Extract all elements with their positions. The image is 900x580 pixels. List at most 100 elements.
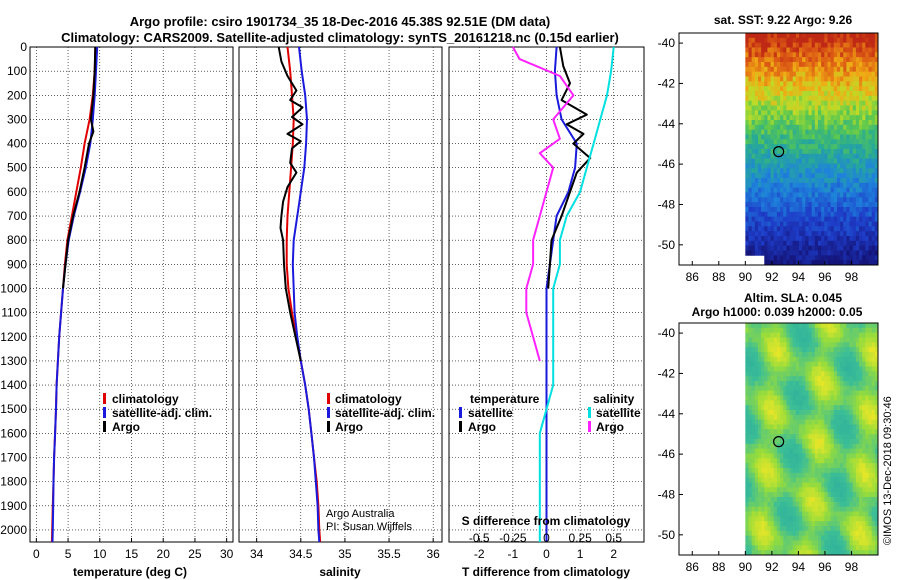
map-cell bbox=[840, 91, 844, 97]
map-cell bbox=[799, 192, 803, 198]
map-cell bbox=[855, 37, 860, 44]
map-cell bbox=[865, 91, 869, 97]
map-cell bbox=[770, 100, 775, 106]
map-cell bbox=[827, 419, 832, 425]
map-cell bbox=[874, 352, 879, 358]
map-cell bbox=[833, 42, 838, 48]
map-cell bbox=[814, 327, 819, 334]
map-cell bbox=[865, 62, 869, 68]
map-cell bbox=[799, 511, 803, 517]
map-cell bbox=[773, 342, 778, 348]
map-cell bbox=[799, 226, 803, 232]
map-cell bbox=[786, 361, 790, 367]
map-cell bbox=[874, 144, 879, 150]
map-cell bbox=[814, 144, 819, 150]
map-cell bbox=[865, 361, 869, 367]
map-cell bbox=[843, 501, 847, 508]
map-cell bbox=[770, 521, 775, 527]
map-cell bbox=[748, 71, 753, 77]
map-cell bbox=[757, 120, 762, 126]
map-cell bbox=[770, 207, 775, 213]
map-cell bbox=[836, 356, 841, 363]
map-cell bbox=[808, 468, 813, 474]
map-cell bbox=[761, 110, 765, 116]
map-cell bbox=[770, 458, 775, 464]
map-cell bbox=[865, 153, 869, 160]
map-cell bbox=[776, 356, 781, 363]
map-cell bbox=[859, 347, 863, 353]
map-cell bbox=[748, 149, 753, 155]
map-cell bbox=[833, 202, 838, 208]
map-cell bbox=[770, 255, 775, 261]
map-cell bbox=[855, 337, 860, 343]
map-cell bbox=[859, 158, 863, 164]
map-cell bbox=[770, 506, 775, 512]
map-cell bbox=[836, 453, 841, 459]
map-cell bbox=[874, 540, 879, 546]
map-cell bbox=[874, 182, 879, 189]
map-cell bbox=[802, 371, 806, 377]
map-cell bbox=[751, 47, 756, 53]
map-cell bbox=[805, 236, 809, 242]
map-cell bbox=[874, 95, 879, 102]
map-cell bbox=[799, 337, 803, 343]
map-cell bbox=[814, 366, 819, 372]
map-cell bbox=[764, 327, 768, 334]
map-cell bbox=[799, 395, 803, 401]
map-cell bbox=[770, 434, 775, 440]
map-cell bbox=[754, 395, 759, 401]
map-cell bbox=[764, 221, 768, 227]
map-cell bbox=[824, 477, 828, 483]
map-cell bbox=[805, 95, 809, 102]
map-cell bbox=[799, 376, 803, 382]
map-cell bbox=[811, 342, 816, 348]
map-cell bbox=[836, 516, 841, 522]
map-cell bbox=[855, 501, 860, 508]
map-cell bbox=[830, 240, 835, 247]
map-cell bbox=[849, 192, 854, 198]
map-cell bbox=[849, 33, 854, 39]
map-cell bbox=[840, 487, 844, 493]
map-cell bbox=[776, 337, 781, 343]
map-cell bbox=[795, 95, 800, 102]
map-cell bbox=[789, 443, 794, 450]
map-cell bbox=[745, 187, 749, 193]
map-cell bbox=[827, 371, 832, 377]
map-cell bbox=[821, 482, 825, 488]
map-cell bbox=[786, 501, 790, 508]
map-cell bbox=[795, 110, 800, 116]
map-cell bbox=[745, 192, 749, 198]
map-cell bbox=[751, 327, 756, 334]
map-cell bbox=[843, 434, 847, 440]
map-cell bbox=[786, 110, 790, 116]
map-cell bbox=[780, 245, 784, 251]
map-cell bbox=[859, 129, 863, 135]
map-cell bbox=[761, 76, 765, 82]
map-cell bbox=[849, 332, 854, 338]
map-cell bbox=[745, 139, 749, 145]
map-cell bbox=[859, 144, 863, 150]
map-cell bbox=[795, 163, 800, 169]
series-line-argo bbox=[277, 46, 304, 362]
map-cell bbox=[846, 439, 850, 445]
map-cell bbox=[836, 468, 841, 474]
map-cell bbox=[830, 86, 835, 92]
map-cell bbox=[855, 414, 860, 421]
map-cell bbox=[748, 463, 753, 469]
map-cell bbox=[754, 439, 759, 445]
map-cell bbox=[859, 371, 863, 377]
map-cell bbox=[830, 371, 835, 377]
map-cell bbox=[855, 120, 860, 126]
map-cell bbox=[761, 178, 765, 184]
map-cell bbox=[843, 81, 847, 87]
map-cell bbox=[868, 110, 873, 116]
map-cell bbox=[795, 178, 800, 184]
map-cell bbox=[748, 487, 753, 493]
map-cell bbox=[817, 158, 822, 164]
map-cell bbox=[757, 468, 762, 474]
map-cell bbox=[830, 236, 835, 242]
map-cell bbox=[821, 352, 825, 358]
map-cell bbox=[814, 400, 819, 406]
map-cell bbox=[761, 463, 765, 469]
map-cell bbox=[836, 47, 841, 53]
